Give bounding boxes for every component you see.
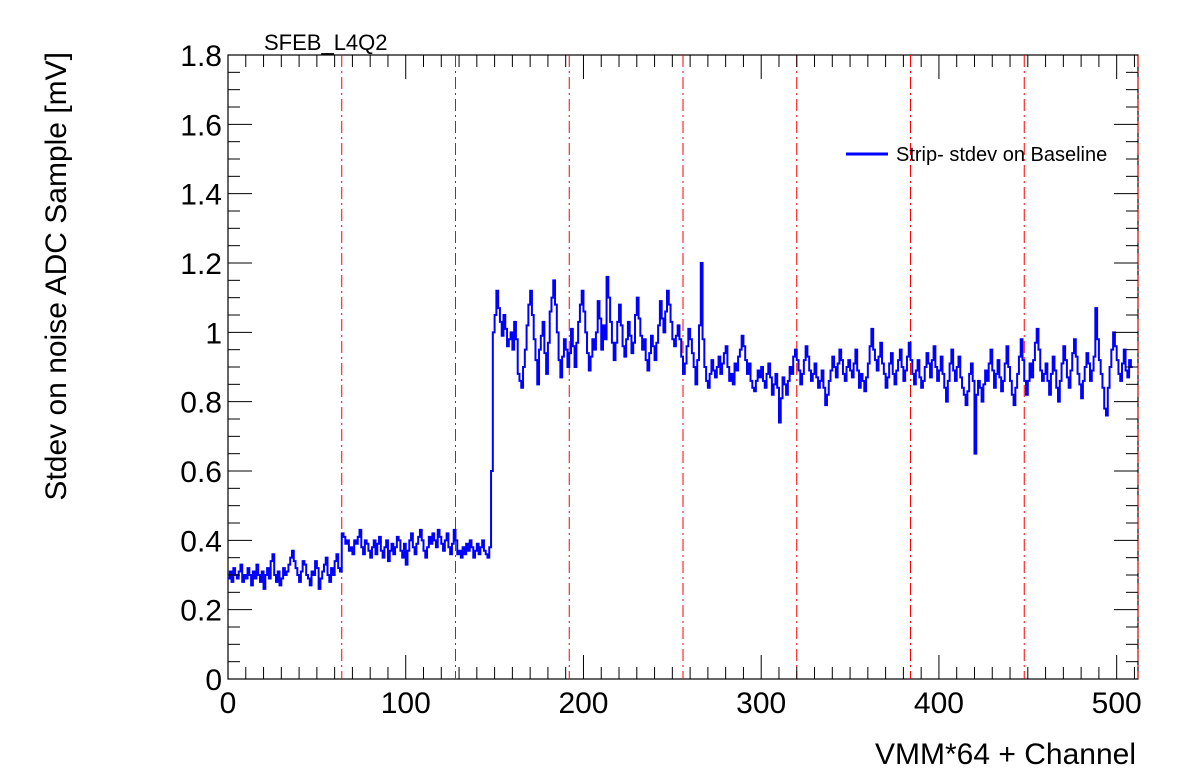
x-tick-label: 300 <box>736 687 786 720</box>
x-axis-label: VMM*64 + Channel <box>875 738 1136 771</box>
x-tick-label: 0 <box>220 687 237 720</box>
tick-layer <box>227 54 1138 680</box>
y-tick-label: 0.2 <box>180 595 222 628</box>
chart-title: SFEB_L4Q2 <box>264 30 388 55</box>
y-tick-label: 1.2 <box>180 248 222 281</box>
y-tick-label: 0.6 <box>180 456 222 489</box>
legend-label: Strip- stdev on Baseline <box>896 144 1107 166</box>
x-tick-label: 100 <box>381 687 431 720</box>
y-tick-label: 1 <box>205 317 222 350</box>
y-tick-label: 0 <box>205 664 222 697</box>
y-tick-label: 1.4 <box>180 179 222 212</box>
y-tick-label: 1.6 <box>180 109 222 142</box>
x-tick-label: 400 <box>914 687 964 720</box>
y-tick-label: 0.8 <box>180 387 222 420</box>
y-tick-label: 1.8 <box>180 40 222 73</box>
series-layer <box>228 262 1133 590</box>
legend: Strip- stdev on Baseline <box>846 144 1107 166</box>
label-layer: 0 100 200 300 400 500 0 0.2 0.4 0.6 0.8 1 1.2 1.4 1.6 1… <box>180 40 1141 720</box>
x-tick-label: 500 <box>1092 687 1142 720</box>
series-line <box>228 262 1133 590</box>
y-tick-label: 0.4 <box>180 525 222 558</box>
x-tick-label: 200 <box>558 687 608 720</box>
y-axis-label: Stdev on noise ADC Sample [mV] <box>40 52 73 501</box>
